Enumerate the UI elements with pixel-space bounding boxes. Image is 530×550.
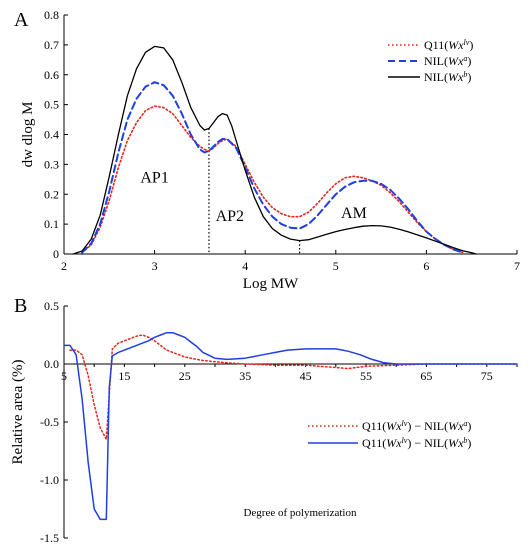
series-line-b-0: [69, 334, 518, 441]
y-tick-label-a: 0.1: [44, 217, 59, 231]
peak-label: AP1: [140, 169, 168, 186]
x-tick-label-a: 6: [423, 259, 429, 273]
y-axis-label-a: dw dlog M: [20, 102, 36, 168]
y-tick-label-a: 0: [53, 247, 59, 261]
x-tick-label-b: 5: [61, 369, 67, 383]
x-tick-label-a: 3: [152, 259, 158, 273]
y-tick-label-b: -1.0: [40, 473, 59, 487]
y-tick-label-a: 0.7: [44, 38, 59, 52]
x-tick-label-b: 55: [360, 369, 372, 383]
x-tick-label-a: 5: [333, 259, 339, 273]
series-line-a-2: [72, 45, 477, 255]
panel-a: 0 0.1 0.2 0.3 0.4 0.5 0.6 0.7 0.8 2 3 4 5 6 7 AP1 AP2 AM Q…: [14, 8, 520, 292]
y-tick-label-a: 0.8: [44, 8, 59, 22]
y-tick-label-b: 0.0: [44, 357, 59, 371]
y-tick-label-a: 0.3: [44, 157, 59, 171]
series-line-a-0: [81, 105, 464, 254]
panel-label-b: B: [14, 295, 27, 317]
series-line-a-1: [81, 81, 464, 254]
series-line-b-1: [63, 331, 518, 521]
legend-label-a: Q11(Wxlv): [424, 38, 473, 53]
x-tick-label-b: 35: [239, 369, 251, 383]
x-tick-label-b: 65: [420, 369, 432, 383]
y-tick-label-b: -0.5: [40, 415, 59, 429]
x-tick-label-b: 45: [300, 369, 312, 383]
panel-label-a: A: [14, 9, 29, 31]
panel-b: 0.5 0.0 -0.5 -1.0 -1.5 5 15 25 35 45 55 65 75 Q11(Wxl…: [10, 295, 518, 545]
legend-label-b: Q11(Wxlv) − NIL(Wxa): [362, 419, 471, 434]
x-tick-label-b: 75: [481, 369, 493, 383]
y-tick-label-b: -1.5: [40, 531, 59, 545]
legend-label-b: Q11(Wxlv) − NIL(Wxb): [362, 436, 471, 451]
x-tick-label-b: 15: [118, 369, 130, 383]
peak-label: AP2: [216, 208, 244, 225]
y-tick-label-a: 0.6: [44, 68, 59, 82]
y-tick-label-a: 0.4: [44, 128, 59, 142]
x-tick-label-a: 4: [242, 259, 248, 273]
y-tick-label-a: 0.2: [44, 187, 59, 201]
y-tick-label-a: 0.5: [44, 98, 59, 112]
legend-label-a: NIL(Wxb): [424, 70, 471, 85]
x-axis-label-a: Log MW: [243, 276, 299, 292]
x-tick-label-a: 7: [514, 259, 520, 273]
peak-label: AM: [341, 205, 367, 222]
x-axis-label-b: Degree of polymerization: [243, 507, 357, 519]
legend-label-a: NIL(Wxa): [424, 54, 471, 69]
x-tick-label-b: 25: [179, 369, 191, 383]
x-tick-label-a: 2: [61, 259, 67, 273]
y-axis-label-b: Relative area (%): [10, 360, 26, 465]
y-tick-label-b: 0.5: [44, 299, 59, 313]
